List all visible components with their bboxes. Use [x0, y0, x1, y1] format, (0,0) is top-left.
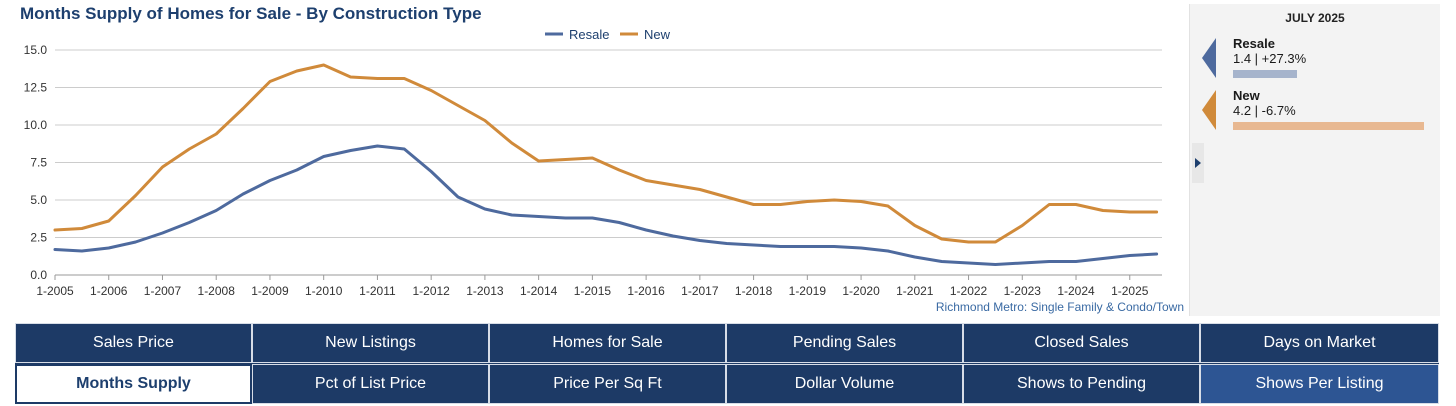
nav-dollar-volume[interactable]: Dollar Volume: [726, 364, 963, 404]
y-tick-label: 15.0: [24, 43, 48, 57]
panel-toggle[interactable]: [1192, 143, 1204, 183]
metric-nav: Sales Price New Listings Homes for Sale …: [15, 323, 1439, 404]
x-tick-label: 1-2014: [520, 284, 558, 298]
nav-pending-sales[interactable]: Pending Sales: [726, 323, 963, 363]
summary-resale-value: 1.4 | +27.3%: [1233, 51, 1307, 66]
x-tick-label: 1-2015: [574, 284, 612, 298]
chart-source-note: Richmond Metro: Single Family & Condo/To…: [936, 300, 1184, 314]
x-tick-label: 1-2012: [412, 284, 450, 298]
y-tick-label: 0.0: [30, 268, 47, 282]
y-tick-label: 5.0: [30, 193, 47, 207]
x-tick-label: 1-2025: [1111, 284, 1149, 298]
nav-pct-of-list-price[interactable]: Pct of List Price: [252, 364, 489, 404]
summary-new-value: 4.2 | -6.7%: [1233, 103, 1296, 118]
x-tick-label: 1-2013: [466, 284, 504, 298]
legend-label-resale: Resale: [569, 27, 609, 42]
series-line-resale: [53, 144, 1159, 266]
x-tick-label: 1-2010: [305, 284, 343, 298]
chevron-right-icon: [1195, 158, 1201, 168]
legend-label-new: New: [644, 27, 671, 42]
x-tick-label: 1-2008: [198, 284, 236, 298]
x-tick-label: 1-2006: [90, 284, 128, 298]
y-tick-label: 10.0: [24, 118, 48, 132]
x-tick-label: 1-2019: [789, 284, 827, 298]
series-line-new: [53, 63, 1159, 244]
summary-resale-bar: [1233, 70, 1297, 78]
x-tick-label: 1-2023: [1004, 284, 1042, 298]
y-tick-label: 7.5: [30, 156, 47, 170]
summary-new-name: New: [1233, 88, 1260, 103]
page-title: Months Supply of Homes for Sale - By Con…: [20, 4, 482, 23]
nav-homes-for-sale[interactable]: Homes for Sale: [489, 323, 726, 363]
x-tick-label: 1-2007: [144, 284, 182, 298]
nav-new-listings[interactable]: New Listings: [252, 323, 489, 363]
y-tick-label: 12.5: [24, 81, 48, 95]
nav-days-on-market[interactable]: Days on Market: [1200, 323, 1439, 363]
x-tick-label: 1-2018: [735, 284, 773, 298]
new-pointer-icon: [1202, 90, 1216, 130]
nav-price-per-sq-ft[interactable]: Price Per Sq Ft: [489, 364, 726, 404]
line-chart: 0.0 2.5 5.0 7.5 10.0 12.5 15.0 1-2005 1-2006 1-20…: [24, 27, 1184, 314]
x-tick-label: 1-2005: [36, 284, 74, 298]
x-tick-label: 1-2022: [950, 284, 988, 298]
summary-panel: JULY 2025 Resale 1.4 | +27.3% New 4.2 | …: [1189, 4, 1440, 316]
nav-closed-sales[interactable]: Closed Sales: [963, 323, 1200, 363]
nav-months-supply[interactable]: Months Supply: [15, 364, 252, 404]
x-tick-label: 1-2021: [896, 284, 934, 298]
nav-shows-per-listing[interactable]: Shows Per Listing: [1200, 364, 1439, 404]
nav-sales-price[interactable]: Sales Price: [15, 323, 252, 363]
x-tick-label: 1-2016: [627, 284, 665, 298]
y-tick-label: 2.5: [30, 231, 47, 245]
summary-new-bar: [1233, 122, 1424, 130]
x-tick-label: 1-2020: [842, 284, 880, 298]
resale-pointer-icon: [1202, 38, 1216, 78]
x-tick-label: 1-2009: [251, 284, 289, 298]
nav-shows-to-pending[interactable]: Shows to Pending: [963, 364, 1200, 404]
x-tick-label: 1-2024: [1057, 284, 1095, 298]
x-tick-label: 1-2011: [359, 284, 396, 298]
x-tick-label: 1-2017: [681, 284, 719, 298]
summary-period: JULY 2025: [1285, 11, 1345, 25]
summary-resale-name: Resale: [1233, 36, 1275, 51]
